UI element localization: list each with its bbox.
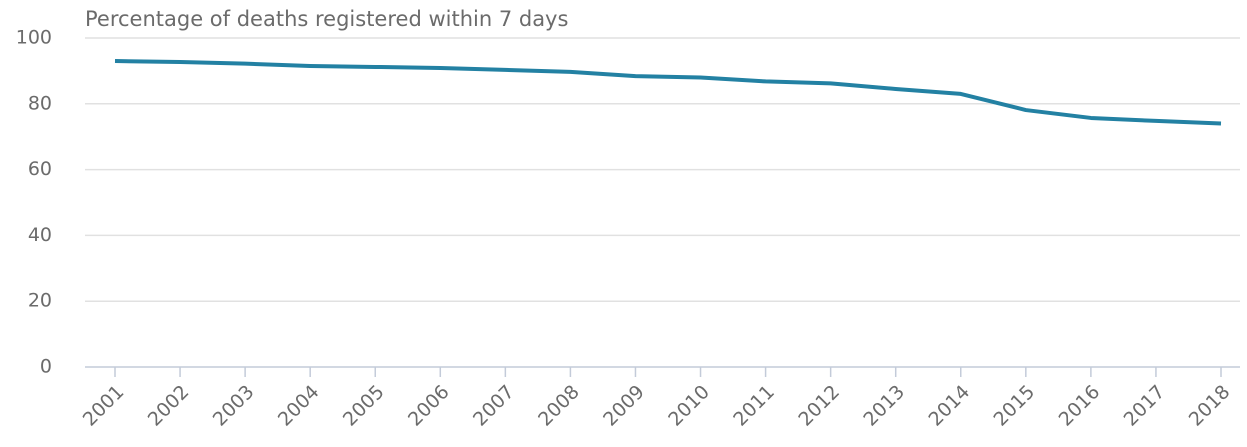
x-tick-label: 2010 [664, 381, 714, 431]
y-tick-label: 100 [16, 27, 52, 49]
x-tick-label: 2012 [794, 381, 844, 431]
line [114, 59, 1222, 126]
y-tick-label: 40 [28, 224, 52, 246]
x-tick-label: 2011 [729, 381, 779, 431]
x-tick-label: 2018 [1185, 381, 1235, 431]
x-tick-label: 2002 [144, 381, 194, 431]
x-tick-label: 2017 [1120, 381, 1170, 431]
y-tick-label: 0 [40, 356, 52, 378]
x-tick-label: 2009 [599, 381, 649, 431]
chart-title: Percentage of deaths registered within 7… [85, 7, 568, 31]
y-tick-label: 20 [28, 290, 52, 312]
x-tick-label: 2004 [274, 381, 324, 431]
x-tick-label: 2001 [79, 381, 129, 431]
x-tick-label: 2013 [859, 381, 909, 431]
x-tick-label: 2014 [924, 381, 974, 431]
x-tick-label: 2007 [469, 381, 519, 431]
y-tick-label: 60 [28, 158, 52, 180]
y-tick-label: 80 [28, 92, 52, 114]
x-tick-label: 2016 [1055, 381, 1105, 431]
x-tick-label: 2006 [404, 381, 454, 431]
x-tick-label: 2008 [534, 381, 584, 431]
x-tick-label: 2003 [209, 381, 259, 431]
x-tick-label: 2015 [989, 381, 1039, 431]
x-tick-label: 2005 [339, 381, 389, 431]
